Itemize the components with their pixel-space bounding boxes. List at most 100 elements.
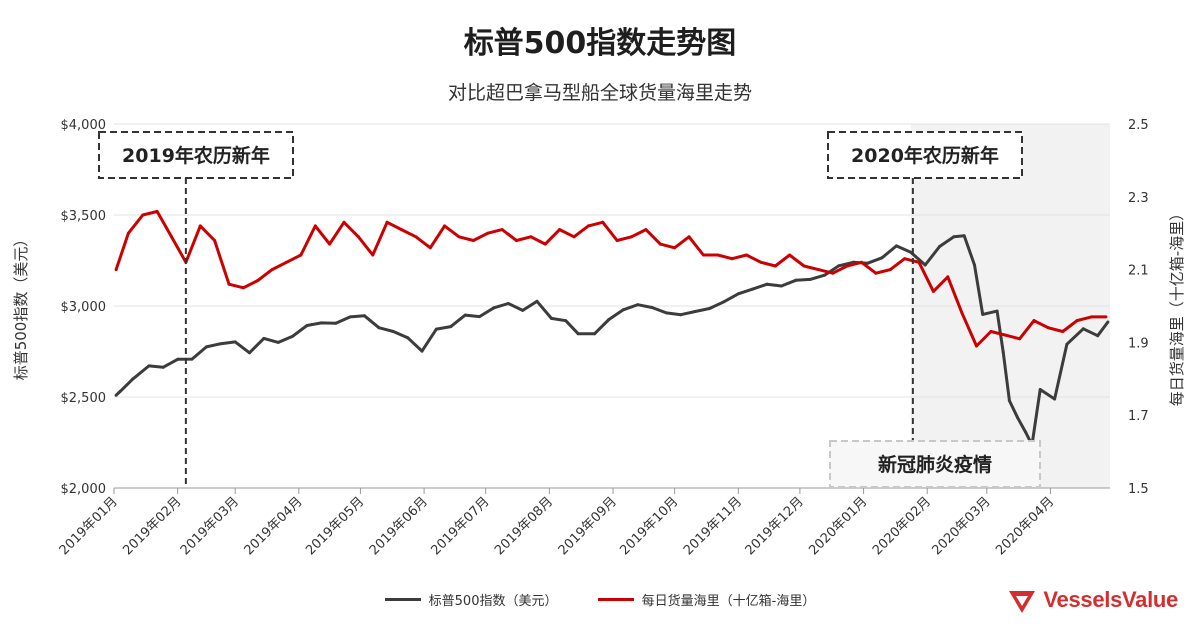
sp500-point (291, 334, 295, 338)
sp500-point (176, 357, 180, 361)
x-tick-label: 2020年02月 (870, 494, 934, 558)
y-right-tick-label: 2.1 (1128, 264, 1149, 279)
sp500-point (334, 321, 338, 325)
cargo-miles-point (845, 264, 849, 268)
legend-swatch-miles (597, 598, 634, 601)
sp500-point (1096, 334, 1100, 338)
logo-icon (1009, 591, 1036, 613)
sp500-point (118, 389, 122, 393)
sp500-point (1024, 431, 1028, 434)
cargo-miles-point (543, 242, 547, 246)
sp500-point (909, 250, 913, 254)
y-right-axis-label: 每日货量海里（十亿箱-海里） (1168, 206, 1186, 406)
cargo-miles-point (888, 268, 892, 272)
cargo-miles-point (701, 253, 705, 257)
cargo-miles-point (745, 253, 748, 257)
y-left-tick-label: $4,000 (61, 118, 107, 133)
cargo-miles-point (371, 253, 375, 257)
cargo-miles-point (141, 213, 145, 217)
cargo-miles-point (342, 220, 346, 224)
sp500-point (521, 308, 525, 312)
cargo-miles-point (126, 231, 130, 235)
sp500-point (1001, 350, 1005, 354)
sp500-point (576, 332, 580, 336)
legend-item-sp500: 标普500指数（美元） (384, 590, 557, 609)
sp500-point (204, 345, 208, 349)
x-tick-label: 2019年01月 (57, 494, 121, 558)
y-left-tick-label: $2,000 (61, 482, 107, 497)
sp500-point (1016, 416, 1020, 420)
cargo-miles-point (644, 228, 648, 232)
cargo-miles-point (975, 344, 978, 348)
sp500-point (276, 340, 280, 344)
cargo-miles-point (270, 268, 274, 272)
sp500-point (981, 312, 985, 316)
cargo-miles-point (227, 282, 231, 286)
cargo-miles-point (457, 235, 461, 239)
sp500-point (938, 245, 942, 248)
cargo-miles-point (1075, 319, 1079, 323)
cargo-miles-point (586, 224, 590, 228)
sp500-point (233, 340, 237, 344)
sp500-point (161, 365, 165, 369)
cargo-miles-point (155, 209, 159, 213)
y-left-tick-label: $3,500 (61, 209, 107, 224)
cargo-miles-point (658, 242, 662, 246)
cargo-miles-point (299, 253, 303, 257)
legend-item-miles: 每日货量海里（十亿箱-海里） (597, 590, 815, 609)
sp500-point (880, 256, 884, 260)
cny-2020-box (827, 131, 1023, 179)
cargo-miles-point (630, 235, 633, 239)
cargo-miles-point (687, 235, 691, 239)
sp500-point (736, 292, 740, 296)
cargo-miles-point (946, 275, 950, 279)
cargo-miles-point (256, 279, 260, 282)
cargo-miles-point (213, 239, 217, 242)
x-tick-label: 2019年04月 (242, 494, 306, 558)
sp500-point (348, 315, 352, 319)
chart-title: 标普500指数走势图 (463, 26, 737, 61)
y-left-tick-label: $2,500 (61, 391, 107, 406)
cargo-miles-point (414, 235, 418, 239)
x-tick-label: 2019年12月 (743, 494, 807, 558)
chart-subtitle: 对比超巴拿马型船全球货量海里走势 (447, 82, 752, 104)
sp500-point (679, 313, 683, 317)
cargo-miles-point (558, 228, 562, 232)
sp500-point (535, 299, 539, 303)
sp500-point (478, 315, 481, 319)
y-right-tick-label: 2.3 (1128, 191, 1149, 206)
sp500-point (1081, 327, 1085, 331)
cargo-miles-point (1003, 333, 1007, 337)
cargo-miles-point (285, 260, 288, 264)
sp500-point (851, 260, 855, 264)
cargo-miles-point (917, 260, 921, 264)
y-right-tick-label: 1.9 (1128, 336, 1149, 351)
cargo-miles-point (831, 271, 835, 275)
sp500-point (765, 282, 769, 286)
cargo-miles-point (471, 239, 475, 242)
sp500-point (751, 287, 755, 291)
cargo-miles-point (500, 228, 504, 232)
sp500-point (636, 303, 640, 307)
sp500-point (973, 263, 976, 267)
x-tick-label: 2019年09月 (556, 494, 620, 558)
sp500-point (593, 332, 596, 336)
cargo-miles-point (385, 220, 389, 224)
sp500-point (219, 342, 223, 346)
cargo-miles-point (328, 242, 332, 246)
sp500-point (305, 324, 309, 327)
series-points (114, 209, 1110, 447)
cargo-miles-point (241, 286, 245, 290)
sp500-point (1106, 320, 1110, 324)
sp500-point (319, 321, 323, 325)
sp500-point (147, 364, 151, 368)
covid-label: 新冠肺炎疫情 (878, 453, 992, 476)
cargo-miles-point (773, 264, 777, 268)
legend: 标普500指数（美元） 每日货量海里（十亿箱-海里） (0, 590, 1200, 609)
sp500-point (708, 307, 711, 310)
cargo-miles-point (1018, 337, 1022, 341)
x-tick-label: 2019年11月 (681, 494, 745, 558)
x-tick-label: 2019年02月 (120, 494, 184, 558)
